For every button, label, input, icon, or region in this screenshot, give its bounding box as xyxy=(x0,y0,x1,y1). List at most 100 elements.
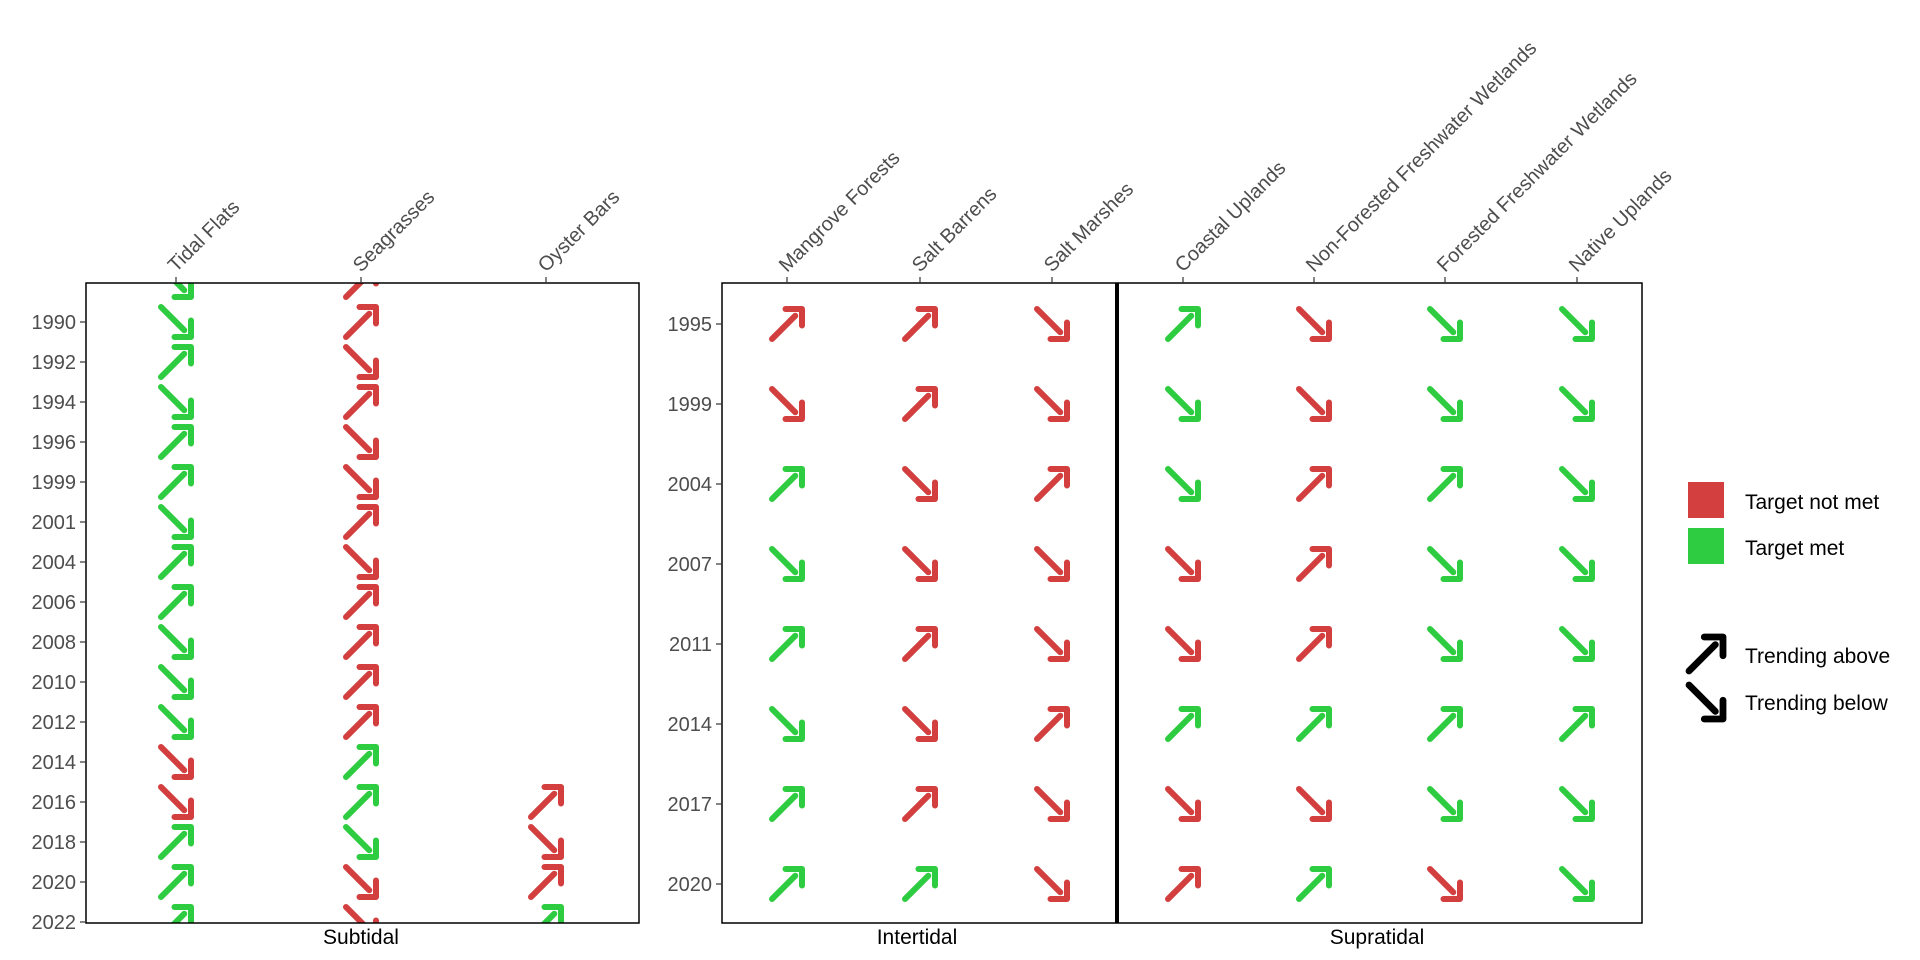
arrow-mark-salt-barrens-1995 xyxy=(902,306,938,342)
arrow-mark-oyster-bars-2020 xyxy=(528,864,564,900)
x-tick-label-oyster-bars: Oyster Bars xyxy=(534,186,624,276)
arrow-mark-salt-marshes-1995 xyxy=(1034,306,1070,342)
arrow-mark-tidal-flats-2014 xyxy=(158,744,194,780)
arrow-mark-salt-barrens-2007 xyxy=(902,546,938,582)
y-tick-label-2022: 2022 xyxy=(32,912,77,934)
arrow-mark-coastal-uplands-2004 xyxy=(1165,466,1201,502)
arrow-mark-seagrasses-2008 xyxy=(343,624,379,660)
y-tick-label-2020: 2020 xyxy=(668,874,713,896)
arrow-mark-native-uplands-2017 xyxy=(1559,786,1595,822)
arrow-mark-salt-marshes-2014 xyxy=(1034,706,1070,742)
arrow-mark-salt-marshes-2004 xyxy=(1034,466,1070,502)
arrow-down-right-icon xyxy=(1685,681,1727,723)
y-tick-label-2020: 2020 xyxy=(32,872,77,894)
legend-label-trending-below: Trending below xyxy=(1745,692,1889,715)
arrow-mark-seagrasses-2016 xyxy=(343,784,379,820)
arrow-mark-native-uplands-2011 xyxy=(1559,626,1595,662)
arrow-mark-tidal-flats-1990 xyxy=(158,304,194,340)
y-tick-label-1994: 1994 xyxy=(32,392,77,414)
legend-label-met: Target met xyxy=(1745,537,1844,560)
arrow-up-right-icon xyxy=(1685,633,1727,675)
legend-arrow-below-mark xyxy=(1685,681,1727,723)
arrow-mark-coastal-uplands-1995 xyxy=(1165,306,1201,342)
arrow-mark-salt-barrens-1999 xyxy=(902,386,938,422)
arrow-mark-non-forested-freshwater-wetlands-2017 xyxy=(1296,786,1332,822)
arrow-mark-salt-marshes-2011 xyxy=(1034,626,1070,662)
arrow-mark-seagrasses-1992 xyxy=(343,344,379,380)
arrow-mark-forested-freshwater-wetlands-2017 xyxy=(1427,786,1463,822)
arrow-mark-oyster-bars-2018 xyxy=(528,824,564,860)
intertidal-supratidal-plot-border xyxy=(721,282,1643,924)
arrow-mark-non-forested-freshwater-wetlands-2014 xyxy=(1296,706,1332,742)
arrow-mark-tidal-flats-2016 xyxy=(158,784,194,820)
y-tick-label-2014: 2014 xyxy=(668,714,713,736)
x-tick-label-tidal-flats: Tidal Flats xyxy=(164,196,244,276)
arrow-mark-non-forested-freshwater-wetlands-2020 xyxy=(1296,866,1332,902)
arrow-mark-native-uplands-1995 xyxy=(1559,306,1595,342)
arrow-mark-seagrasses-2001 xyxy=(343,504,379,540)
arrow-mark-tidal-flats-2022 xyxy=(170,904,194,923)
arrow-mark-tidal-flats-1999 xyxy=(158,464,194,500)
y-tick-label-2008: 2008 xyxy=(32,632,77,654)
subtidal-arrows xyxy=(158,283,564,923)
y-tick-label-1999: 1999 xyxy=(668,394,713,416)
legend-label-trending-above: Trending above xyxy=(1745,645,1890,668)
arrow-mark-salt-marshes-2020 xyxy=(1034,866,1070,902)
arrow-mark-non-forested-freshwater-wetlands-2011 xyxy=(1296,626,1332,662)
arrow-mark-mangrove-forests-2004 xyxy=(769,466,805,502)
y-tick-label-1996: 1996 xyxy=(32,432,77,454)
arrow-mark-coastal-uplands-2014 xyxy=(1165,706,1201,742)
arrow-mark-coastal-uplands-2011 xyxy=(1165,626,1201,662)
arrow-mark-tidal-flats-2004 xyxy=(158,544,194,580)
y-tick-label-2012: 2012 xyxy=(32,712,77,734)
arrow-mark-coastal-uplands-2007 xyxy=(1165,546,1201,582)
x-tick-label-coastal-uplands: Coastal Uplands xyxy=(1171,157,1290,276)
y-tick-label-2016: 2016 xyxy=(32,792,77,814)
legend-swatch-met xyxy=(1688,528,1724,564)
y-tick-label-2006: 2006 xyxy=(32,592,77,614)
arrow-mark-tidal-flats-2020 xyxy=(158,864,194,900)
arrow-mark-seagrasses-2006 xyxy=(343,584,379,620)
facet-label-intertidal: Intertidal xyxy=(877,926,958,949)
arrow-mark-mangrove-forests-2011 xyxy=(769,626,805,662)
y-tick-label-2001: 2001 xyxy=(32,512,77,534)
arrow-mark-salt-barrens-2011 xyxy=(902,626,938,662)
y-tick-label-2018: 2018 xyxy=(32,832,77,854)
arrow-mark-native-uplands-1999 xyxy=(1559,386,1595,422)
facet-label-supratidal: Supratidal xyxy=(1330,926,1425,949)
arrow-mark-seagrasses-2004 xyxy=(343,544,379,580)
y-tick-label-2007: 2007 xyxy=(668,554,713,576)
arrow-mark-mangrove-forests-2007 xyxy=(769,546,805,582)
arrow-mark-salt-marshes-2007 xyxy=(1034,546,1070,582)
arrow-mark-mangrove-forests-2017 xyxy=(769,786,805,822)
arrow-mark-mangrove-forests-1995 xyxy=(769,306,805,342)
arrow-mark-tidal-flats-2008 xyxy=(158,624,194,660)
y-tick-label-2004: 2004 xyxy=(668,474,713,496)
arrow-mark-seagrasses-2020 xyxy=(343,864,379,900)
arrow-mark-tidal-flats-2010 xyxy=(158,664,194,700)
arrow-mark-native-uplands-2007 xyxy=(1559,546,1595,582)
y-tick-label-2004: 2004 xyxy=(32,552,77,574)
intertidal-supratidal-panel: 1995 1999 2004 2007 2011 2014 2017 2020 Mangrove… xyxy=(668,37,1676,924)
legend-label-not-met: Target not met xyxy=(1745,491,1879,514)
x-tick-label-native-uplands: Native Uplands xyxy=(1565,165,1676,276)
arrow-mark-salt-barrens-2020 xyxy=(902,866,938,902)
x-tick-label-mangrove-forests: Mangrove Forests xyxy=(775,147,905,277)
subtidal-panel: 1990 1992 1994 1996 1999 2001 2004 2006 2008 2010… xyxy=(32,186,640,934)
arrow-mark-native-uplands-2004 xyxy=(1559,466,1595,502)
x-tick-label-salt-barrens: Salt Barrens xyxy=(908,183,1001,276)
arrow-mark-forested-freshwater-wetlands-2011 xyxy=(1427,626,1463,662)
arrow-mark-tidal-flats-1994 xyxy=(158,384,194,420)
arrow-mark-salt-marshes-2017 xyxy=(1034,786,1070,822)
arrow-mark-non-forested-freshwater-wetlands-1999 xyxy=(1296,386,1332,422)
x-tick-label-non-forested-freshwater-wetlands: Non-Forested Freshwater Wetlands xyxy=(1302,37,1541,276)
arrow-mark-tidal-flats-1992 xyxy=(158,344,194,380)
y-tick-label-1992: 1992 xyxy=(32,352,77,374)
y-tick-label-2017: 2017 xyxy=(668,794,713,816)
arrow-mark-coastal-uplands-2017 xyxy=(1165,786,1201,822)
y-tick-label-2014: 2014 xyxy=(32,752,77,774)
arrow-mark-tidal-flats-1996 xyxy=(158,424,194,460)
arrow-mark-salt-barrens-2017 xyxy=(902,786,938,822)
arrow-mark-seagrasses-1994 xyxy=(343,384,379,420)
